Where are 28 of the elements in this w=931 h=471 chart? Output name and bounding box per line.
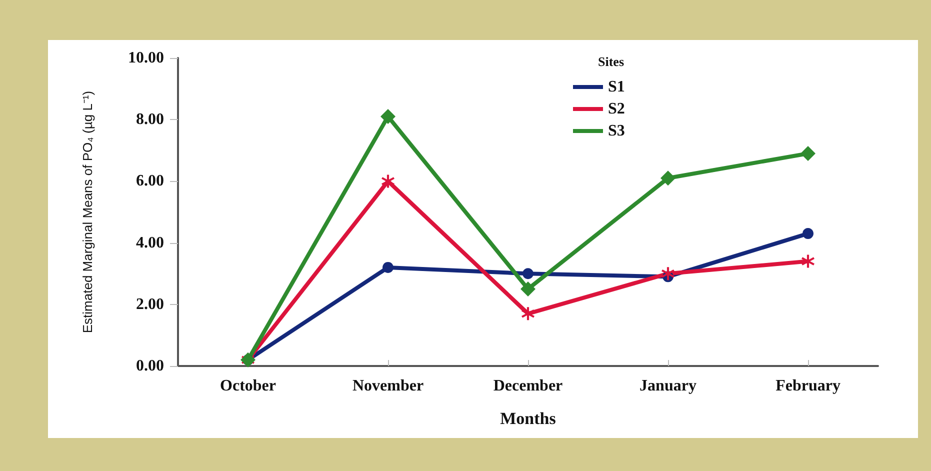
y-tick-label: 10.00 (128, 50, 164, 66)
y-tick-label: 0.00 (136, 358, 164, 374)
point (380, 109, 396, 124)
legend-label: S1 (608, 78, 625, 96)
legend-label: S2 (608, 100, 625, 118)
x-tick-label: November (352, 378, 424, 394)
point (382, 262, 394, 273)
x-tick-label: January (640, 378, 696, 394)
point (522, 307, 534, 320)
point (662, 267, 674, 280)
y-tick-label: 2.00 (136, 296, 164, 313)
point (802, 228, 814, 240)
x-tick-label: October (220, 378, 276, 394)
point (660, 170, 676, 186)
y-tick-label: 4.00 (136, 234, 164, 252)
x-axis-title: Months (500, 409, 556, 428)
point (382, 174, 394, 188)
legend-label: S3 (608, 122, 625, 140)
point (800, 146, 816, 161)
point (520, 282, 536, 296)
y-tick-label: 8.00 (136, 111, 164, 128)
y-axis-title: Estimated Marginal Means of PO₄ (µg L⁻¹) (80, 90, 95, 334)
point (802, 254, 814, 268)
x-tick-label: February (776, 378, 840, 394)
y-tick-label: 6.00 (136, 172, 164, 190)
x-tick-label: December (493, 378, 563, 394)
legend-title: Sites (598, 54, 624, 69)
point (522, 268, 534, 280)
